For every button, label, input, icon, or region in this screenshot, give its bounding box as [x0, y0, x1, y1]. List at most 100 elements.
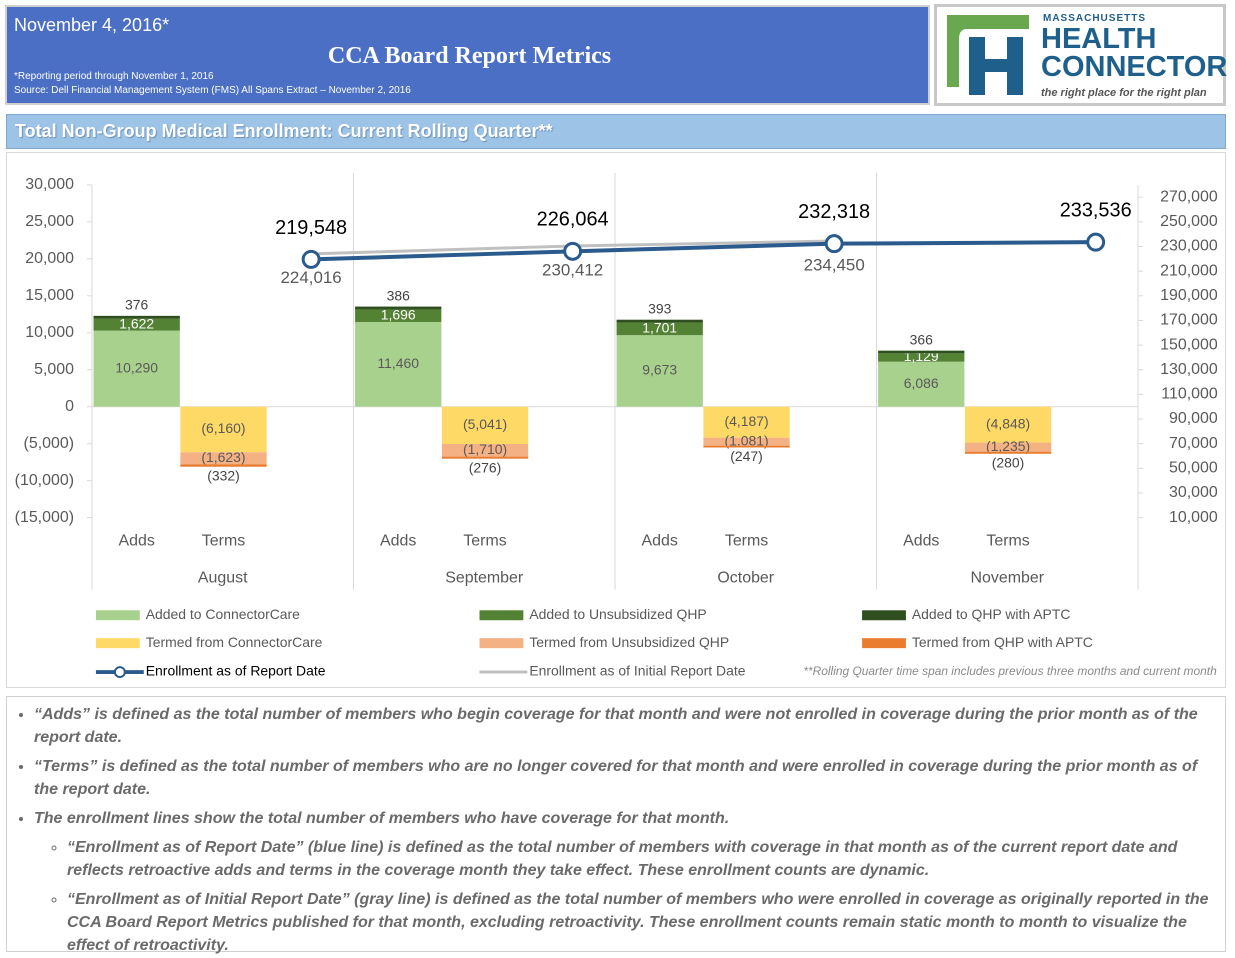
y2-tick-label: 30,000 [1169, 484, 1218, 501]
bar-label: (1,710) [463, 441, 507, 457]
bar [441, 443, 529, 457]
bar-label: 1,696 [381, 306, 416, 322]
y-tick-label: 10,000 [25, 324, 74, 341]
bar [878, 353, 965, 362]
line-marker [563, 241, 583, 261]
logo-line2: CONNECTOR [1041, 51, 1228, 83]
bar [355, 309, 442, 322]
bar-label: 366 [910, 331, 934, 347]
bar-label: 11,460 [377, 355, 419, 371]
bar-label: 6,086 [904, 375, 939, 391]
y2-tick-label: 210,000 [1160, 262, 1218, 279]
y-tick-label: 30,000 [25, 176, 74, 193]
bar-label: 386 [387, 287, 411, 303]
bar-label: (332) [207, 467, 240, 483]
source-note: Source: Dell Financial Management System… [14, 85, 411, 96]
bar [964, 451, 1052, 454]
x-tick-label: Adds [380, 533, 416, 550]
y2-tick-label: 270,000 [1160, 188, 1218, 205]
x-tick-label: Terms [202, 533, 245, 550]
y2-tick-label: 170,000 [1160, 312, 1218, 329]
legend-label: Added to QHP with APTC [912, 606, 1071, 622]
group-label: September [445, 570, 524, 587]
bar-label: 376 [125, 297, 149, 313]
bar [878, 350, 965, 354]
group-label: August [198, 570, 248, 587]
bar-label: (6,160) [201, 420, 245, 436]
bar [703, 437, 790, 446]
group-label: October [717, 570, 774, 587]
legend-swatch [862, 610, 906, 621]
y-tick-label: (15,000) [15, 509, 74, 526]
note: “Terms” is defined as the total number o… [34, 755, 1225, 801]
logo-green [947, 15, 1029, 87]
legend-swatch [479, 610, 524, 621]
bar [180, 464, 267, 467]
line-label: 226,064 [537, 209, 609, 231]
y2-tick-label: 150,000 [1160, 336, 1218, 353]
y2-tick-label: 10,000 [1169, 509, 1218, 526]
y2-tick-label: 130,000 [1160, 361, 1218, 378]
line-label: 219,548 [275, 217, 347, 239]
legend-label: Termed from ConnectorCare [146, 634, 323, 650]
line [311, 240, 1096, 262]
bar [703, 445, 790, 448]
bar [964, 442, 1052, 452]
x-tick-label: Terms [725, 533, 768, 550]
y-tick-label: (10,000) [15, 472, 74, 489]
line-label: 230,412 [542, 260, 603, 279]
y2-tick-label: 250,000 [1160, 213, 1218, 230]
bar-label: 9,673 [642, 362, 677, 378]
bar-label: 10,290 [115, 359, 158, 375]
bar [616, 335, 703, 407]
line-marker [301, 249, 321, 269]
bar [180, 406, 267, 453]
bar-label: (276) [469, 459, 502, 475]
y2-tick-label: 90,000 [1169, 410, 1218, 427]
legend-label: Termed from Unsubsidized QHP [529, 634, 729, 650]
x-tick-label: Terms [986, 533, 1029, 550]
bar [616, 322, 703, 336]
notes-list: “Adds” is defined as the total number of… [7, 703, 1225, 957]
bar-label: 393 [648, 300, 672, 316]
legend-swatch [95, 610, 140, 621]
y2-tick-label: 190,000 [1160, 287, 1218, 304]
y2-tick-label: 110,000 [1161, 386, 1218, 403]
logo-state: MASSACHUSETTS [1043, 13, 1147, 24]
bar-label: 1,129 [904, 348, 939, 364]
legend-label: Added to Unsubsidized QHP [529, 606, 706, 622]
bar [355, 306, 442, 310]
line-label: 233,536 [1060, 200, 1132, 222]
x-tick-label: Adds [119, 533, 155, 550]
bar-label: (247) [730, 448, 763, 464]
line-label: 224,016 [281, 268, 342, 287]
note: “Enrollment as of Report Date” (blue lin… [67, 836, 1225, 882]
bar [355, 321, 442, 407]
legend-swatch [862, 638, 906, 649]
y-tick-label: (5,000) [24, 435, 75, 452]
bar-label: (1,235) [986, 438, 1030, 454]
bar [616, 319, 703, 323]
x-tick-label: Adds [642, 533, 678, 550]
bar [964, 406, 1052, 443]
x-tick-label: Terms [463, 533, 506, 550]
report-date: November 4, 2016* [14, 15, 170, 35]
bar-label: 1,701 [642, 320, 677, 336]
bar [93, 330, 180, 407]
header: November 4, 2016* CCA Board Report Metri… [5, 5, 930, 105]
annotation: **Rolling Quarter time span includes pre… [803, 664, 1217, 678]
y-tick-label: 0 [65, 398, 74, 415]
note: The enrollment lines show the total numb… [34, 807, 1225, 830]
section-title: Total Non-Group Medical Enrollment: Curr… [6, 114, 1226, 149]
y-tick-label: 5,000 [34, 361, 74, 378]
legend-label: Termed from QHP with APTC [912, 634, 1093, 650]
note: “Adds” is defined as the total number of… [34, 703, 1225, 749]
y-tick-label: 20,000 [25, 250, 74, 267]
line-label: 234,450 [804, 255, 865, 274]
y-tick-label: 25,000 [25, 213, 74, 230]
x-tick-label: Adds [903, 533, 939, 550]
logo-mark [947, 15, 1029, 95]
chart: 30,000 25,000 20,000 15,000 10,000 5,000 0 (5,0… [6, 152, 1226, 688]
bar [703, 406, 790, 438]
